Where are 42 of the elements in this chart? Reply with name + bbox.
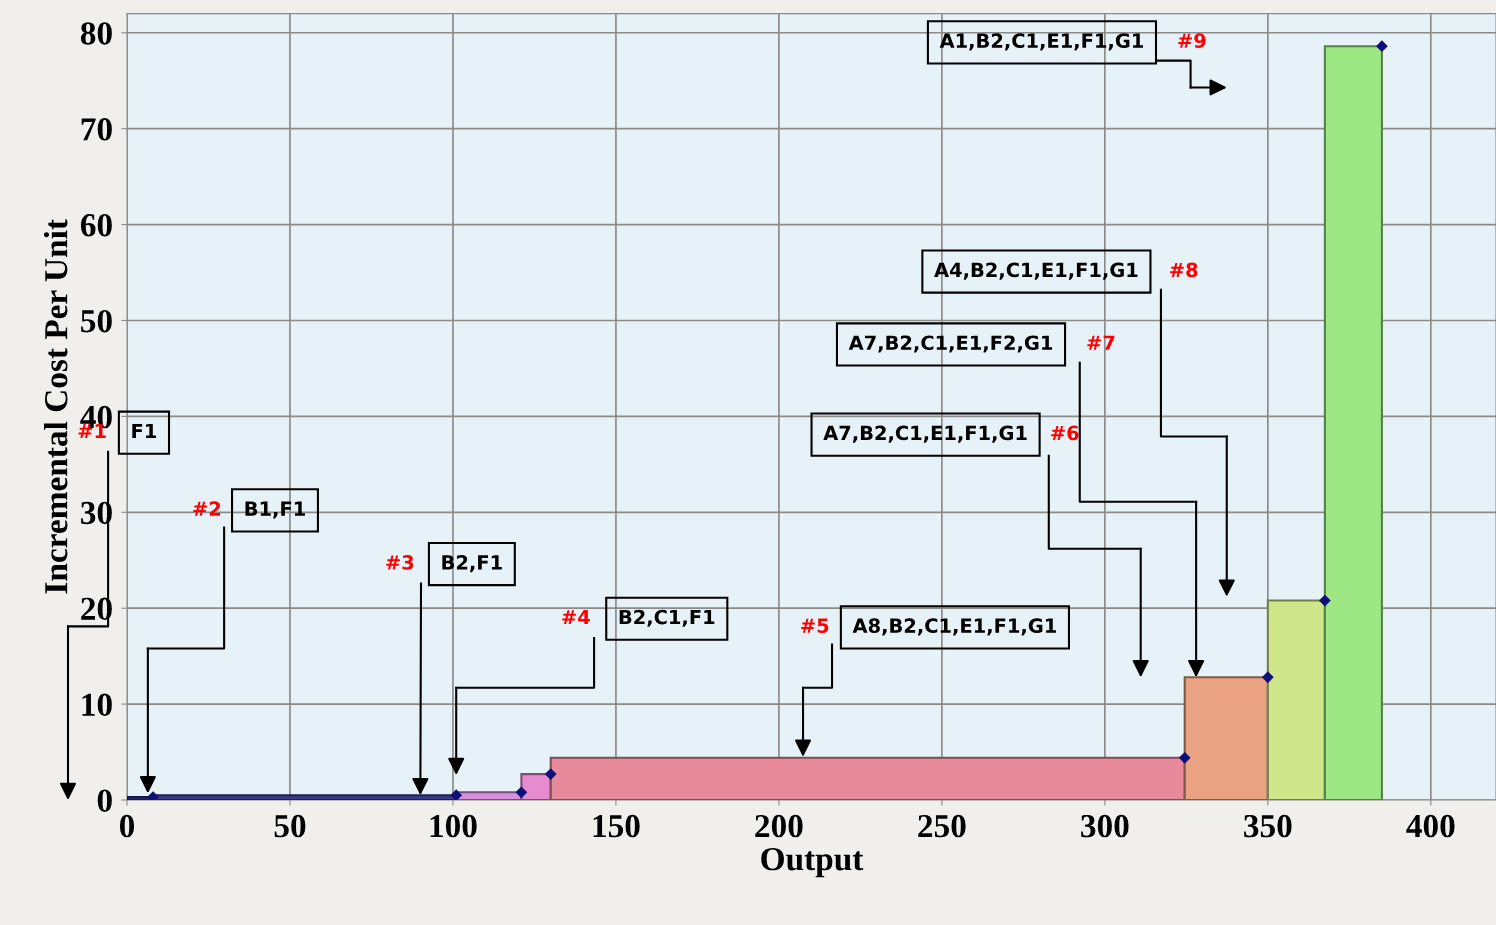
annotation: #6 xyxy=(1051,425,1079,441)
annotation: #9 xyxy=(1178,33,1206,49)
annotation: #3 xyxy=(386,555,414,570)
annotation: #2 xyxy=(193,501,221,516)
annotation: B2,C1,F1 xyxy=(619,609,715,627)
x-tick-label: 50 xyxy=(274,814,306,838)
y-tick-label: 70 xyxy=(81,118,112,141)
annotation: F1 xyxy=(132,423,157,439)
point xyxy=(1319,594,1331,607)
annotation: #8 xyxy=(1170,262,1198,278)
point xyxy=(1376,40,1388,52)
x-axis-title: Output xyxy=(761,847,864,878)
point xyxy=(147,791,159,800)
annotation: A7,B2,C1,E1,F1,G1 xyxy=(823,425,1027,443)
point xyxy=(1179,752,1191,764)
annotation: #7 xyxy=(1087,335,1115,350)
y-tick-label: 60 xyxy=(80,213,112,237)
x-tick-label: 250 xyxy=(918,814,966,838)
y-tick-label: 80 xyxy=(80,22,112,45)
point xyxy=(450,789,462,800)
y-axis-title: Incremental Cost Per Unit xyxy=(43,219,68,594)
x-tick-label: 350 xyxy=(1244,814,1292,838)
x-tick-label: 400 xyxy=(1406,814,1455,838)
point xyxy=(545,768,557,780)
point xyxy=(515,786,528,798)
x-tick-label: 150 xyxy=(593,814,640,838)
point xyxy=(1262,671,1274,683)
annotation: A4,B2,C1,E1,F1,G1 xyxy=(934,262,1138,280)
annotation: B1,F1 xyxy=(245,501,305,519)
y-tick-label: 50 xyxy=(81,309,112,333)
y-tick-label: 0 xyxy=(97,789,112,812)
annotation: #4 xyxy=(562,609,590,625)
x-tick-label: 0 xyxy=(119,814,135,838)
x-tick-label: 300 xyxy=(1081,814,1129,838)
x-tick-label: 100 xyxy=(430,814,477,838)
annotation: A8,B2,C1,E1,F1,G1 xyxy=(852,618,1056,636)
annotation: A1,B2,C1,E1,F1,G1 xyxy=(939,33,1143,51)
annotation: A7,B2,C1,E1,F2,G1 xyxy=(848,335,1053,353)
x-tick-label: 200 xyxy=(755,814,803,838)
y-tick-label: 10 xyxy=(82,693,112,716)
annotation: #5 xyxy=(801,618,829,634)
annotation: B2,F1 xyxy=(442,555,502,573)
